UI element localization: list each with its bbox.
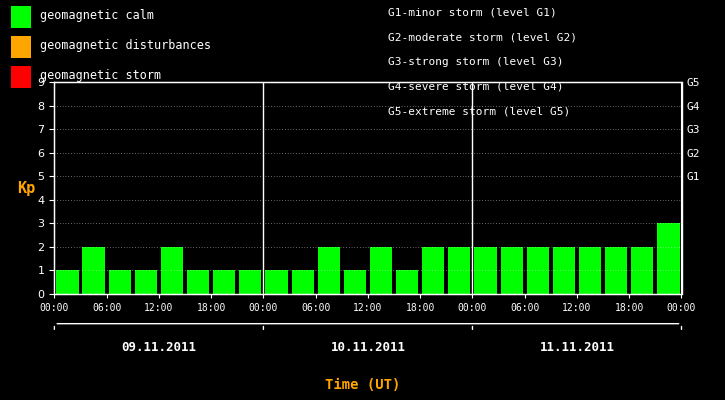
Bar — [109, 270, 130, 294]
Bar — [474, 247, 497, 294]
Text: G5-extreme storm (level G5): G5-extreme storm (level G5) — [388, 106, 570, 116]
Bar — [658, 223, 679, 294]
Text: G2-moderate storm (level G2): G2-moderate storm (level G2) — [388, 32, 577, 42]
Text: 09.11.2011: 09.11.2011 — [121, 341, 196, 354]
Bar — [318, 247, 340, 294]
Bar — [631, 247, 653, 294]
Bar — [213, 270, 236, 294]
Bar — [422, 247, 444, 294]
Bar — [605, 247, 627, 294]
Text: geomagnetic storm: geomagnetic storm — [40, 69, 161, 82]
Text: geomagnetic calm: geomagnetic calm — [40, 9, 154, 22]
Bar — [57, 270, 78, 294]
Bar — [396, 270, 418, 294]
Text: G3-strong storm (level G3): G3-strong storm (level G3) — [388, 57, 563, 67]
Bar — [579, 247, 601, 294]
Bar — [526, 247, 549, 294]
Bar — [265, 270, 288, 294]
Text: Time (UT): Time (UT) — [325, 378, 400, 392]
Bar — [83, 247, 104, 294]
Text: G4-severe storm (level G4): G4-severe storm (level G4) — [388, 82, 563, 92]
Bar — [161, 247, 183, 294]
Bar — [187, 270, 210, 294]
Bar — [552, 247, 575, 294]
Bar — [344, 270, 366, 294]
Bar — [500, 247, 523, 294]
Text: 11.11.2011: 11.11.2011 — [539, 341, 615, 354]
Bar — [370, 247, 392, 294]
Bar — [239, 270, 262, 294]
Bar — [135, 270, 157, 294]
Text: 10.11.2011: 10.11.2011 — [331, 341, 405, 354]
Text: geomagnetic disturbances: geomagnetic disturbances — [40, 39, 211, 52]
Text: G1-minor storm (level G1): G1-minor storm (level G1) — [388, 7, 557, 17]
Y-axis label: Kp: Kp — [17, 180, 36, 196]
Bar — [448, 247, 471, 294]
Bar — [291, 270, 314, 294]
